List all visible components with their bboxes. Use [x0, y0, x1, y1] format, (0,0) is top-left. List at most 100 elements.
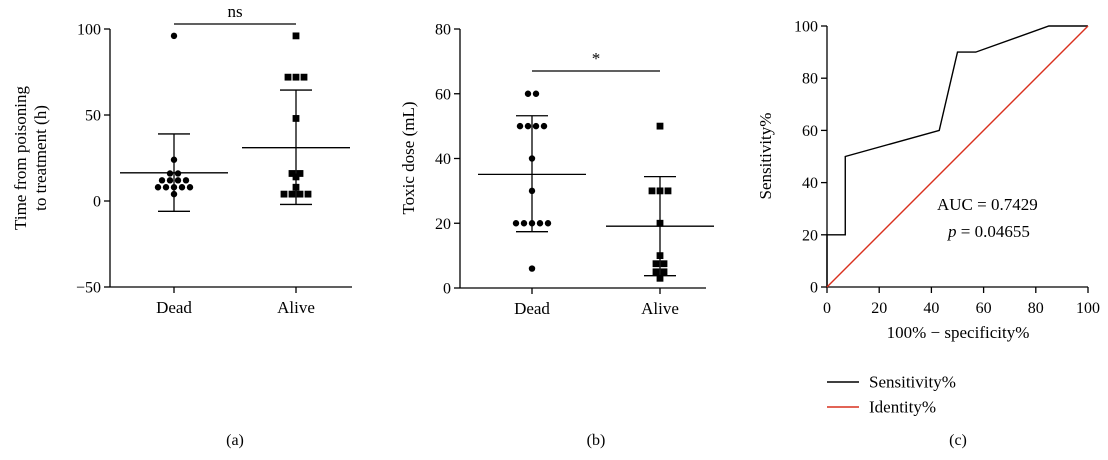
data-point [656, 252, 664, 260]
data-point [158, 177, 166, 184]
y-axis-label: Toxic dose (mL) [399, 101, 418, 214]
y-tick-label: 0 [810, 280, 818, 297]
legend-label: Identity% [869, 398, 936, 417]
data-point [540, 122, 548, 130]
data-point [660, 260, 668, 268]
data-point [532, 90, 540, 97]
y-tick-label: 80 [435, 22, 451, 39]
data-point [664, 187, 672, 195]
p-value-text: = 0.04655 [957, 222, 1030, 241]
y-axis-label-line: Time from poisoning [11, 86, 30, 230]
data-point [512, 220, 520, 227]
data-point [524, 122, 532, 130]
panel-label: (c) [949, 432, 967, 449]
sensitivity-curve [826, 25, 1088, 287]
significance-label: ns [227, 2, 242, 21]
panel-b: 0 20 40 60 80 Toxic dose (mL) Dead Alive * (b) [399, 22, 714, 449]
x-tick-label: 100 [1076, 300, 1100, 317]
data-point [292, 32, 300, 40]
y-tick-label: 20 [802, 227, 818, 244]
data-point [652, 268, 660, 276]
data-point [656, 122, 664, 130]
data-point [292, 183, 300, 191]
data-point [544, 220, 552, 227]
data-point [178, 184, 186, 191]
data-point [516, 122, 524, 130]
x-category-label: Alive [641, 299, 679, 318]
y-tick-label: 50 [85, 108, 101, 125]
y-tick-label: −50 [76, 280, 101, 297]
y-axis-label-line: to treatment (h) [31, 105, 50, 211]
data-point [292, 115, 300, 122]
data-point [528, 187, 536, 195]
data-point [186, 184, 194, 191]
data-point [166, 177, 174, 184]
y-tick-label: 100 [77, 22, 101, 39]
x-tick-label: 20 [871, 300, 887, 317]
data-point [304, 190, 312, 198]
auc-annotation: AUC = 0.7429 [937, 195, 1038, 214]
data-point [652, 260, 660, 268]
x-tick-label: 60 [976, 300, 992, 317]
x-category-label: Dead [156, 298, 192, 317]
data-point [292, 73, 300, 81]
data-point [528, 220, 536, 227]
y-tick-label: 40 [435, 151, 451, 168]
y-tick-label: 80 [802, 71, 818, 88]
y-tick-label: 0 [93, 194, 101, 211]
panel-a: −50 0 50 100 Time from poisoning to treatment… [11, 2, 352, 449]
data-point [292, 173, 300, 181]
data-point [300, 73, 308, 81]
data-point [288, 170, 296, 177]
p-symbol: p [947, 222, 957, 241]
panel-label: (b) [587, 432, 606, 449]
x-tick-label: 40 [923, 300, 939, 317]
y-tick-label: 60 [802, 123, 818, 140]
panel-c: 0 20 40 60 80 100 0 20 40 60 80 100 100% − specifici… [756, 19, 1100, 450]
y-tick-label: 40 [802, 175, 818, 192]
y-axis-label: Sensitivity% [756, 113, 775, 200]
y-tick-label: 60 [435, 86, 451, 103]
data-point [170, 156, 178, 163]
legend-label: Sensitivity% [869, 373, 956, 392]
data-point [528, 155, 536, 162]
data-point [648, 187, 656, 195]
data-point [288, 190, 296, 198]
p-value-annotation: p = 0.04655 [947, 222, 1030, 241]
significance-label: * [592, 49, 601, 68]
data-point [162, 184, 170, 191]
data-point [296, 190, 304, 198]
identity-line [826, 25, 1089, 288]
data-point [170, 32, 178, 40]
data-point [536, 220, 544, 227]
data-point [296, 170, 304, 177]
data-point [170, 184, 178, 191]
panel-label: (a) [226, 432, 244, 449]
data-point [174, 170, 182, 177]
data-point [520, 220, 528, 227]
legend: Sensitivity% Identity% [827, 373, 956, 417]
x-axis-label: 100% − specificity% [887, 323, 1030, 342]
y-tick-label: 100 [794, 19, 818, 36]
y-tick-label: 0 [443, 281, 451, 298]
data-point [170, 190, 178, 198]
data-point [660, 268, 668, 276]
y-tick-label: 20 [435, 216, 451, 233]
data-point [532, 122, 540, 130]
data-point [280, 190, 288, 198]
data-point [284, 73, 292, 81]
data-point [166, 170, 174, 177]
x-category-label: Alive [277, 298, 315, 317]
data-point [182, 177, 190, 184]
data-point [524, 90, 532, 97]
data-point [656, 219, 664, 227]
x-tick-label: 80 [1028, 300, 1044, 317]
data-point [174, 177, 182, 184]
data-point [656, 274, 664, 282]
x-category-label: Dead [514, 299, 550, 318]
data-point [656, 187, 664, 195]
data-point [528, 265, 536, 272]
data-point [154, 184, 162, 191]
x-tick-label: 0 [823, 300, 831, 317]
